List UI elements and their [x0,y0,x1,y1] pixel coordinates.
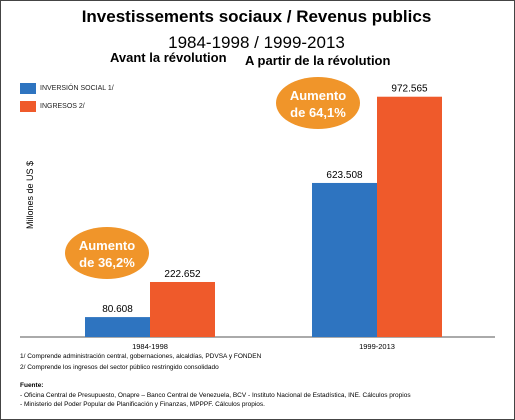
legend-swatch-inversion [20,83,36,94]
annotation-text-1-line1: Aumento [290,88,346,103]
period-left-label: Avant la révolution [110,50,227,65]
data-label-inversion-1: 623.508 [326,170,363,181]
legend-label-ingresos: INGRESOS 2/ [40,103,85,110]
legend-swatch-ingresos [20,101,36,112]
footnote-2: 2/ Comprende los ingresos del sector púb… [20,364,219,371]
bar-ingresos-1 [377,96,442,337]
annotation-oval-0 [65,227,149,279]
bar-inversion-1 [312,182,377,337]
data-label-inversion-0: 80.608 [102,304,133,315]
data-label-ingresos-0: 222.652 [164,269,201,280]
period-right-label: A partir de la révolution [245,53,391,68]
source-label: Fuente: [20,382,44,389]
footnote-1: 1/ Comprende administración central, gob… [20,353,262,360]
bar-ingresos-0 [150,281,215,337]
source-line-1: - Oficina Central de Presupuesto, Onapre… [20,392,411,399]
annotation-text-0-line1: Aumento [79,238,135,253]
source-line-2: - Ministerio del Poder Popular de Planif… [20,401,265,408]
chart-title: Investissements sociaux / Revenus public… [81,7,432,26]
data-label-ingresos-1: 972.565 [391,84,428,95]
annotation-text-1-line2: de 64,1% [290,105,346,120]
chart-subtitle: 1984-1998 / 1999-2013 [168,33,345,52]
x-tick-label-1: 1999-2013 [359,342,395,351]
annotation-text-0-line2: de 36,2% [79,255,135,270]
x-tick-label-0: 1984-1998 [132,342,168,351]
legend-label-inversion: INVERSIÓN SOCIAL 1/ [40,85,114,92]
annotation-oval-1 [276,77,360,129]
bar-inversion-0 [85,317,150,337]
